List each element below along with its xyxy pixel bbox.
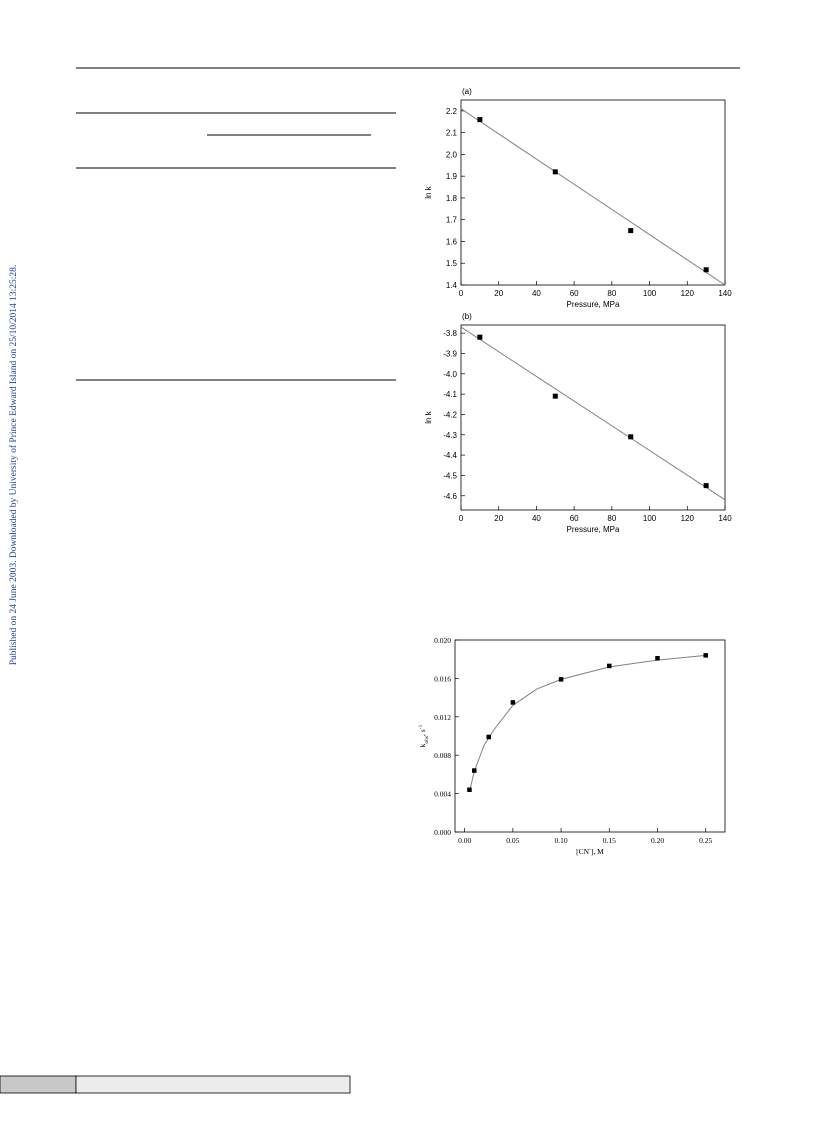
y-tick-label: 1.8 <box>446 194 458 203</box>
data-point <box>703 483 709 489</box>
x-tick-label: 40 <box>532 289 541 298</box>
fit-line <box>460 326 726 501</box>
x-axis-label: [CN-], M <box>576 847 604 856</box>
y-axis-label: ln k <box>424 185 433 198</box>
data-point <box>552 169 558 175</box>
x-tick-label: 0 <box>459 514 464 523</box>
data-point <box>477 117 483 123</box>
y-tick-label: 2.0 <box>446 150 458 159</box>
x-tick-label: 0.05 <box>506 836 519 845</box>
plot-frame <box>460 324 726 511</box>
plot-frame <box>454 639 726 833</box>
y-axis-label-part: -1 <box>418 724 424 729</box>
data-point <box>558 677 564 682</box>
panel-label: (b) <box>462 312 472 321</box>
data-point <box>628 434 634 440</box>
x-tick-label: 80 <box>607 514 616 523</box>
x-tick-label: 0.20 <box>651 836 664 845</box>
y-tick-label: -4.4 <box>443 451 457 460</box>
x-tick-label: 0.10 <box>555 836 568 845</box>
chart: 0.00 0.05 0.10 0.15 0.20 0.25 0.000 0.004 0.008 0… <box>418 636 726 856</box>
x-tick-label: 0.25 <box>699 836 712 845</box>
data-point <box>703 267 709 273</box>
data-point <box>510 700 516 705</box>
plot-frame <box>460 99 726 286</box>
footer-box <box>0 1075 77 1094</box>
x-axis-label-part: - <box>589 847 591 853</box>
y-tick-label: -4.2 <box>443 410 457 419</box>
panel-label: (a) <box>462 87 472 96</box>
x-tick-label: 120 <box>681 289 695 298</box>
x-tick-label: 60 <box>570 289 579 298</box>
data-point <box>628 228 634 234</box>
y-tick-label: -3.8 <box>443 329 457 338</box>
y-tick-label: -4.5 <box>443 471 457 480</box>
y-axis-label-part: , s <box>418 729 427 736</box>
x-tick-label: 120 <box>681 514 695 523</box>
data-point <box>477 334 483 340</box>
y-axis-label-part: k <box>418 743 427 747</box>
y-tick-label: 1.9 <box>446 172 458 181</box>
data-point <box>552 393 558 399</box>
y-tick-label: 0.000 <box>434 828 451 837</box>
y-tick-label: 0.004 <box>434 790 451 799</box>
y-tick-label: -3.9 <box>443 349 457 358</box>
x-tick-label: 0.15 <box>603 836 616 845</box>
y-axis-label: ln k <box>424 410 433 423</box>
y-tick-label: 0.020 <box>434 636 451 645</box>
x-tick-label: 80 <box>607 289 616 298</box>
x-tick-label: 100 <box>643 514 657 523</box>
y-tick-label: 2.1 <box>446 129 458 138</box>
data-point <box>472 768 477 773</box>
y-axis-label: kobs, s-1 <box>418 724 430 747</box>
side-note: Published on 24 June 2003. Downloaded by… <box>8 265 19 666</box>
y-tick-label: 0.012 <box>434 713 451 722</box>
x-axis-label-part: ], M <box>591 847 604 856</box>
x-axis-label: Pressure, MPa <box>567 300 620 309</box>
y-tick-label: 0.008 <box>434 751 451 760</box>
chart: (a) 0 20 40 60 80 100 120 140 1.4 1.5 1.6 1.7 1.8 1.9 2… <box>424 87 732 309</box>
y-tick-label: 0.016 <box>434 674 451 683</box>
x-tick-label: 140 <box>718 289 732 298</box>
x-tick-label: 0 <box>459 289 464 298</box>
y-axis-label-part: obs <box>424 736 430 744</box>
x-tick-label: 20 <box>494 289 503 298</box>
y-tick-label: 2.2 <box>446 107 458 116</box>
x-tick-label: 40 <box>532 514 541 523</box>
x-tick-label: 100 <box>643 289 657 298</box>
fit-line <box>460 108 726 286</box>
footer-box <box>75 1075 351 1094</box>
x-axis-label: Pressure, MPa <box>567 525 620 534</box>
y-tick-label: 1.7 <box>446 216 458 225</box>
chart: (b) 0 20 40 60 80 100 120 140 -4.6 -4.5 -4.4 -4.3 -4.… <box>424 312 732 534</box>
y-tick-label: 1.6 <box>446 237 458 246</box>
data-point <box>655 655 660 661</box>
x-axis-label-part: [CN <box>576 847 590 856</box>
y-tick-label: -4.0 <box>443 370 457 379</box>
y-tick-label: -4.6 <box>443 492 457 501</box>
x-tick-label: 60 <box>570 514 579 523</box>
data-point <box>467 787 472 793</box>
y-tick-label: 1.4 <box>446 281 458 290</box>
y-tick-label: 1.5 <box>446 259 458 268</box>
x-tick-label: 0.00 <box>458 836 471 845</box>
data-point <box>486 734 491 740</box>
x-tick-label: 140 <box>718 514 732 523</box>
data-point <box>703 653 708 658</box>
y-tick-label: -4.3 <box>443 431 457 440</box>
y-tick-label: -4.1 <box>443 390 457 399</box>
fit-line <box>468 654 706 792</box>
x-tick-label: 20 <box>494 514 503 523</box>
data-point <box>607 663 612 669</box>
